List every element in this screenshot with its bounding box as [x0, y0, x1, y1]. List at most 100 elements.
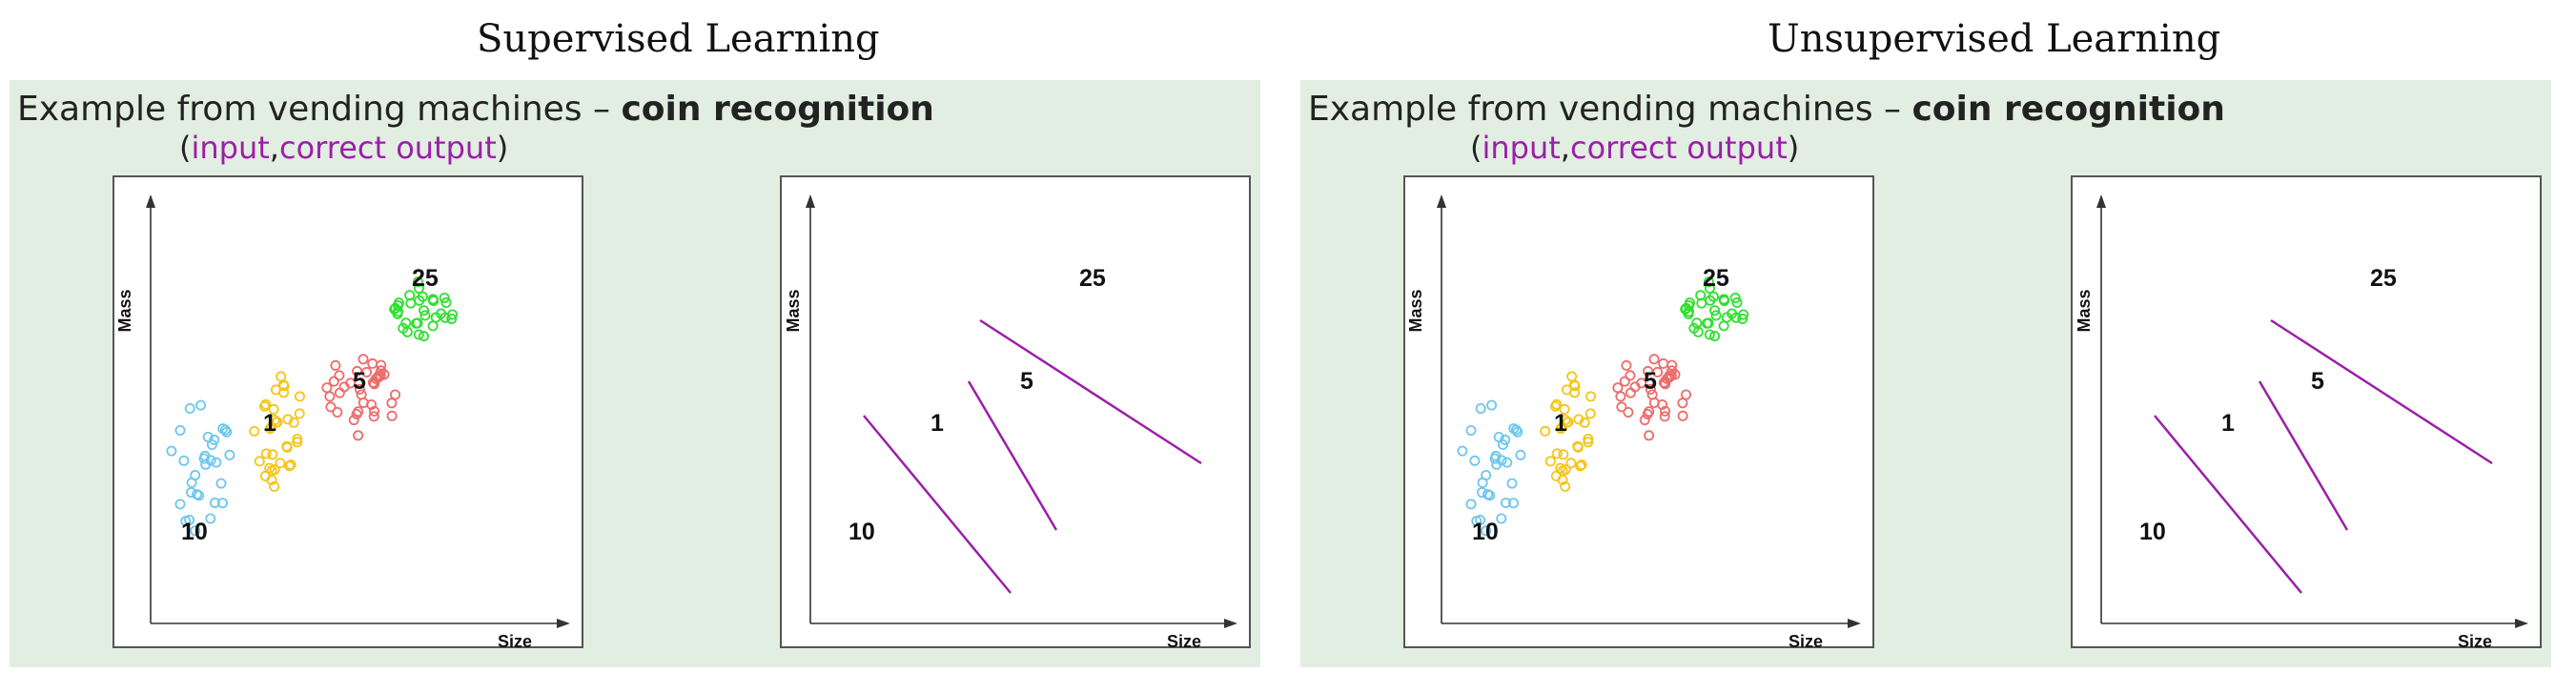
coin-dot-25 [446, 313, 458, 324]
coin-dot-1 [1562, 417, 1573, 428]
coin-dot-1 [254, 456, 265, 467]
coin-dot-5 [1615, 391, 1626, 402]
coin-dot-25 [1731, 297, 1743, 309]
boundary-10-1 [2154, 415, 2302, 594]
coin-dot-5 [324, 391, 336, 402]
coin-dot-5 [1666, 359, 1678, 371]
example-prefix: Example from vending machines – [17, 90, 622, 129]
coin-dot-25 [439, 293, 450, 304]
coin-dot-25 [1737, 313, 1748, 324]
coin-dot-10 [1486, 399, 1498, 411]
unsupervised-panel: Example from vending machines – coin rec… [1300, 80, 2551, 667]
coin-dot-10 [195, 399, 207, 411]
coin-dot-1 [1576, 459, 1587, 470]
coin-dot-25 [427, 320, 439, 332]
coin-dot-25 [413, 329, 424, 340]
coin-dot-25 [411, 317, 422, 329]
coin-dot-1 [1583, 433, 1594, 444]
coin-dot-1 [271, 417, 282, 428]
coin-dot-1 [281, 440, 293, 452]
coin-dot-25 [1738, 309, 1749, 320]
coin-dot-5 [1644, 430, 1655, 441]
input-output-text: (input,correct output) [1470, 130, 1799, 166]
coin-dot-1 [1572, 440, 1584, 452]
supervised-panel: Example from vending machines – coin rec… [10, 80, 1260, 667]
coin-dot-1 [259, 470, 271, 481]
coin-dot-5 [358, 354, 369, 365]
coin-dot-25 [413, 283, 424, 295]
coin-dot-1 [269, 480, 280, 492]
coin-dot-1 [288, 417, 299, 428]
coin-dot-1 [1549, 400, 1561, 412]
coin-dot-10 [174, 424, 186, 436]
coin-dots [1457, 276, 1749, 537]
coin-dot-1 [278, 380, 290, 392]
label-5: 5 [1644, 368, 1657, 395]
coin-dot-5 [369, 405, 380, 417]
y-axis-label: Mass [2075, 289, 2094, 332]
output-label: correct output [278, 130, 497, 166]
x-axis-arrow [2515, 619, 2528, 628]
heading-unsupervised: Unsupervised Learning [1768, 17, 2221, 61]
comma: , [269, 130, 279, 166]
coin-dot-5 [321, 382, 333, 394]
boundary-plot-box: Mass Size 10 1 5 25 [2071, 175, 2542, 650]
coin-dot-5 [366, 398, 378, 410]
boundary-10-1 [863, 415, 1012, 594]
coin-dot-5 [1677, 410, 1688, 421]
coin-dot-10 [1510, 424, 1522, 436]
label-1: 1 [930, 410, 944, 437]
coin-dot-25 [430, 312, 441, 323]
coin-dot-5 [1645, 383, 1656, 395]
coin-dot-5 [1612, 382, 1624, 394]
coin-dot-5 [1658, 357, 1669, 369]
close-paren: ) [496, 130, 509, 166]
coin-dot-5 [1636, 377, 1647, 389]
coin-dot-25 [1718, 294, 1729, 305]
coin-dot-10 [174, 499, 186, 510]
coin-dot-5 [1625, 370, 1636, 381]
coin-dot-5 [1616, 401, 1627, 413]
label-5: 5 [2311, 368, 2324, 395]
coin-dot-1 [294, 391, 305, 402]
x-axis-label: Size [1789, 632, 1823, 650]
coin-dot-1 [1551, 448, 1563, 459]
coin-dot-1 [1565, 458, 1577, 469]
coin-dot-5 [1652, 366, 1664, 377]
coin-dot-5 [1680, 389, 1691, 400]
scatter-plot-box: Mass Size 10 1 5 25 [112, 175, 583, 650]
example-text: Example from vending machines – coin rec… [1308, 90, 2225, 129]
coin-dot-1 [1575, 460, 1586, 472]
coin-dot-5 [325, 401, 337, 413]
coin-dot-10 [1502, 457, 1513, 468]
example-topic: coin recognition [621, 90, 934, 129]
coin-dot-5 [328, 376, 339, 387]
coin-dot-5 [1677, 398, 1688, 409]
coin-dot-25 [1702, 317, 1713, 329]
coin-dot-10 [221, 426, 233, 438]
coin-dot-1 [260, 448, 272, 459]
coin-dot-1 [1584, 391, 1596, 402]
coin-dot-25 [412, 276, 423, 288]
coin-dot-1 [260, 398, 272, 410]
coin-dot-5 [1644, 406, 1655, 418]
coin-dot-10 [166, 445, 177, 457]
coin-dot-5 [367, 357, 378, 369]
coin-dot-10 [1457, 445, 1468, 457]
label-25: 25 [2370, 265, 2397, 292]
coin-dot-10 [217, 498, 229, 509]
coin-dot-25 [418, 331, 429, 342]
coin-dot-10 [1506, 478, 1518, 489]
coin-dot-5 [1621, 359, 1632, 371]
coin-dot-10 [186, 477, 197, 488]
coin-dot-25 [419, 310, 431, 321]
coin-dot-10 [1496, 513, 1507, 524]
y-axis-arrow [2096, 194, 2106, 208]
coin-dot-25 [1704, 329, 1715, 340]
coin-dot-25 [419, 305, 430, 316]
coin-dot-5 [368, 411, 379, 422]
coin-dot-25 [1709, 305, 1721, 316]
input-label: input [191, 130, 270, 166]
coin-dot-5 [345, 377, 357, 389]
coin-dot-1 [264, 462, 276, 474]
